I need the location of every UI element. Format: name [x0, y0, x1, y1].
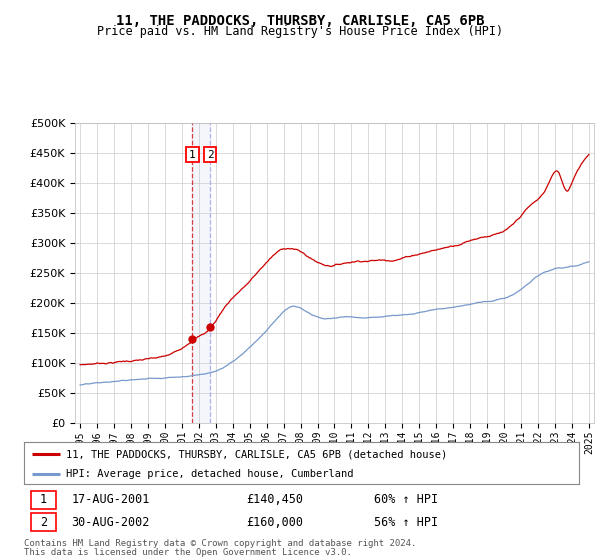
- Text: 2: 2: [207, 150, 214, 160]
- FancyBboxPatch shape: [31, 514, 56, 531]
- Text: Contains HM Land Registry data © Crown copyright and database right 2024.: Contains HM Land Registry data © Crown c…: [24, 539, 416, 548]
- FancyBboxPatch shape: [31, 491, 56, 508]
- Text: 11, THE PADDOCKS, THURSBY, CARLISLE, CA5 6PB: 11, THE PADDOCKS, THURSBY, CARLISLE, CA5…: [116, 14, 484, 28]
- Text: This data is licensed under the Open Government Licence v3.0.: This data is licensed under the Open Gov…: [24, 548, 352, 557]
- Text: 17-AUG-2001: 17-AUG-2001: [71, 493, 149, 506]
- Text: 60% ↑ HPI: 60% ↑ HPI: [374, 493, 438, 506]
- Text: £140,450: £140,450: [246, 493, 303, 506]
- Text: £160,000: £160,000: [246, 516, 303, 529]
- Text: HPI: Average price, detached house, Cumberland: HPI: Average price, detached house, Cumb…: [65, 469, 353, 479]
- Text: 11, THE PADDOCKS, THURSBY, CARLISLE, CA5 6PB (detached house): 11, THE PADDOCKS, THURSBY, CARLISLE, CA5…: [65, 449, 447, 459]
- Bar: [193, 123, 210, 423]
- Text: 56% ↑ HPI: 56% ↑ HPI: [374, 516, 438, 529]
- Text: 1: 1: [189, 150, 196, 160]
- Text: 1: 1: [40, 493, 47, 506]
- Text: 30-AUG-2002: 30-AUG-2002: [71, 516, 149, 529]
- Text: Price paid vs. HM Land Registry's House Price Index (HPI): Price paid vs. HM Land Registry's House …: [97, 25, 503, 38]
- Text: 2: 2: [40, 516, 47, 529]
